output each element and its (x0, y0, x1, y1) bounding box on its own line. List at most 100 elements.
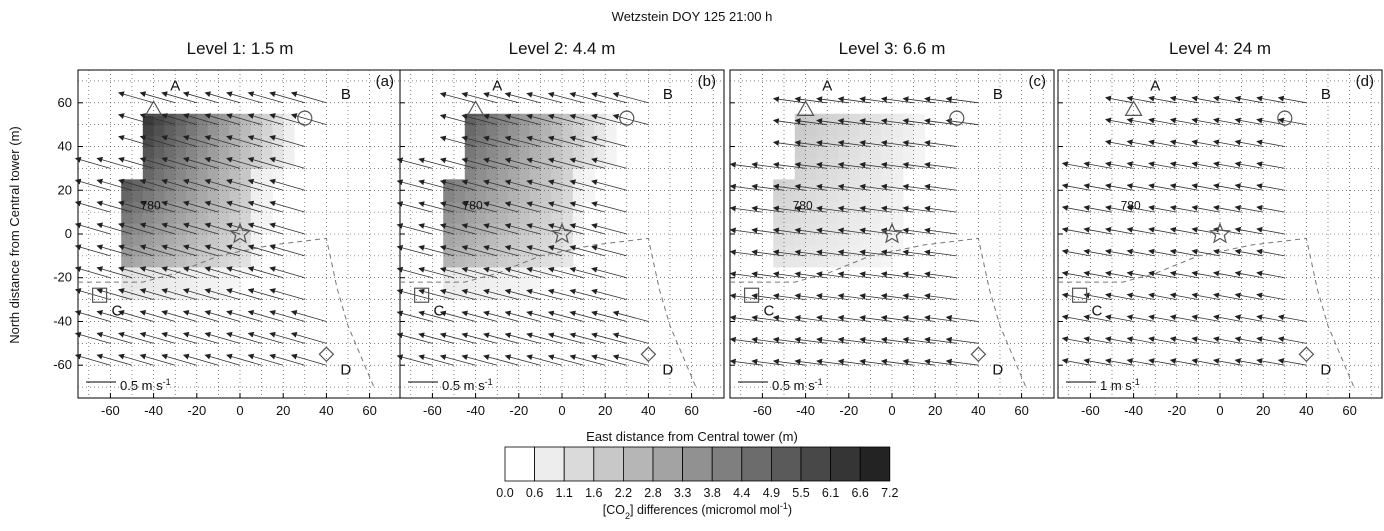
wind-arrow (461, 201, 498, 213)
wind-arrow (118, 200, 154, 213)
heatmap-cell (132, 212, 144, 224)
colorbar-label: [CO2] differences (micromol mol-1) (603, 501, 792, 521)
heatmap-cell (892, 201, 904, 213)
heatmap-cell (475, 124, 487, 137)
site-label: C (111, 303, 122, 320)
heatmap-cell (464, 288, 477, 301)
heatmap-cell (486, 201, 498, 213)
heatmap-cell (551, 146, 563, 159)
wind-arrow (1126, 117, 1156, 126)
wind-arrow (204, 156, 241, 169)
heatmap-cell (594, 135, 606, 148)
heatmap-cell (540, 223, 552, 235)
wind-arrow (1212, 248, 1242, 257)
wind-arrow (1169, 183, 1199, 191)
wind-arrow (226, 156, 262, 169)
heatmap-cell (175, 124, 187, 137)
heatmap-cell (196, 190, 209, 202)
heatmap-cell (164, 168, 176, 180)
heatmap-cell (529, 124, 541, 137)
wind-arrow (1126, 358, 1156, 366)
heatmap-cell (827, 223, 839, 235)
heatmap-cell (283, 146, 295, 159)
heatmap-cell (605, 135, 617, 148)
heatmap-cell (583, 190, 595, 202)
colorbar-tick-label: 0.0 (496, 486, 513, 500)
colorbar: 0.0 0.6 1.1 1.6 2.2 2.8 3.3 3.8 4.4 4.9 5.5 6.1 6.6 7… (496, 446, 899, 521)
heatmap-cell (805, 244, 817, 257)
wind-arrow (247, 200, 284, 213)
wind-arrow (247, 222, 284, 235)
heatmap-cell (881, 168, 893, 180)
heatmap-cell (486, 277, 498, 290)
wind-arrow (1104, 358, 1134, 366)
wind-arrow (161, 91, 197, 104)
wind-arrow (1169, 336, 1199, 344)
wind-arrow (569, 288, 606, 300)
heatmap-cell (186, 223, 198, 235)
colorbar-segment (652, 446, 684, 482)
heatmap-cell (218, 212, 230, 224)
wind-arrow (182, 91, 219, 104)
heatmap-cell (261, 201, 273, 213)
heatmap-cell (464, 190, 477, 202)
wind-arrow (439, 266, 476, 279)
heatmap-cell (121, 179, 133, 191)
wind-arrow (1169, 139, 1199, 147)
heatmap-cell (240, 135, 252, 148)
wind-arrow (483, 354, 519, 366)
heatmap-cell (540, 244, 552, 257)
heatmap-cell (229, 113, 241, 126)
heatmap-cell (153, 201, 165, 213)
wind-arrow (1191, 226, 1221, 235)
wind-arrow (612, 310, 649, 322)
wind-arrow (591, 288, 627, 300)
wind-arrow (226, 266, 262, 279)
heatmap-cell (540, 135, 552, 148)
heatmap-cell (540, 201, 552, 213)
heatmap-cell (196, 288, 209, 301)
heatmap-cell (508, 146, 520, 159)
x-tick-label: 60 (1014, 403, 1028, 418)
heatmap-cell (218, 146, 230, 159)
wind-arrow (1126, 95, 1156, 104)
heatmap-cell (529, 234, 541, 246)
heatmap-cell (773, 212, 785, 224)
wind-arrow (1212, 314, 1242, 322)
wind-arrow (1148, 226, 1177, 235)
heatmap-cell (186, 113, 198, 126)
wind-arrow (439, 157, 476, 169)
colorbar-segment (741, 446, 772, 482)
wind-arrow (118, 353, 154, 366)
wind-arrow (1061, 270, 1091, 279)
wind-arrow (439, 244, 476, 257)
heatmap-cell (827, 113, 839, 126)
heatmap-cell (870, 255, 882, 268)
heatmap-cell (443, 277, 455, 290)
wind-arrow (247, 156, 284, 169)
wind-arrow (483, 113, 519, 126)
wind-arrow (204, 135, 241, 147)
heatmap-cell (529, 113, 541, 126)
heatmap-cell (475, 266, 487, 279)
heatmap-cell (175, 168, 187, 180)
wind-arrow (461, 135, 498, 147)
heatmap-cell (594, 146, 606, 159)
wind-arrow (526, 332, 563, 344)
wind-arrow (483, 332, 519, 344)
wind-arrow (569, 223, 606, 235)
wind-arrow (1083, 336, 1113, 344)
heatmap-cell (508, 135, 520, 148)
heatmap-cell (805, 113, 817, 126)
heatmap-cell (132, 266, 144, 279)
heatmap-cell (240, 212, 252, 224)
wind-arrow (182, 288, 219, 300)
x-tick-label: -40 (144, 403, 163, 418)
wind-arrow (526, 244, 563, 257)
x-tick-label: -40 (1124, 403, 1143, 418)
scale-label: 0.5 m s-1 (442, 377, 493, 393)
wind-arrow (439, 91, 476, 104)
x-tick-label: 20 (1256, 403, 1270, 418)
heatmap-cell (859, 212, 871, 224)
x-tick-label: -20 (509, 403, 528, 418)
